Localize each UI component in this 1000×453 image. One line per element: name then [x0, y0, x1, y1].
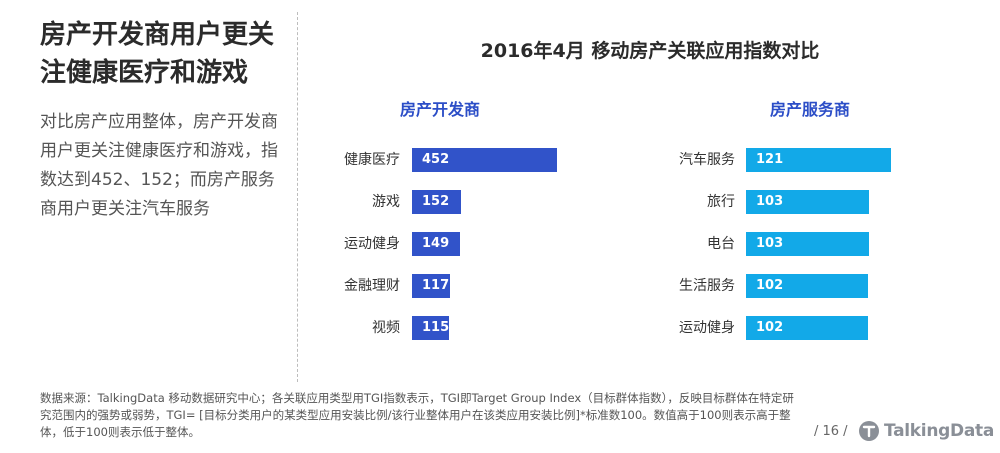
bar-value-label: 152	[422, 194, 450, 209]
group-title-service: 房产服务商	[769, 100, 850, 119]
bar-value-label: 103	[756, 236, 784, 251]
category-label: 游戏	[372, 194, 400, 210]
bar: 115	[412, 316, 449, 340]
footnote: 数据来源：TalkingData 移动数据研究中心；各关联应用类型用TGI指数表…	[40, 391, 794, 439]
category-label: 旅行	[707, 194, 735, 210]
page-title: 房产开发商用户更关注健康医疗和游戏	[40, 20, 275, 88]
bar-value-label: 115	[422, 320, 450, 335]
category-label: 健康医疗	[344, 152, 400, 168]
bar: 102	[746, 274, 868, 298]
bar-value-label: 117	[422, 278, 450, 293]
bar: 149	[412, 232, 460, 256]
bar-value-label: 452	[422, 152, 450, 167]
bar-value-label: 121	[756, 152, 784, 167]
bar-value-label: 102	[756, 320, 784, 335]
bar-value-label: 103	[756, 194, 784, 209]
category-label: 视频	[372, 320, 400, 336]
category-label: 金融理财	[344, 278, 400, 294]
bar: 452	[412, 148, 557, 172]
category-label: 生活服务	[679, 278, 735, 294]
divider	[297, 12, 298, 382]
category-label: 运动健身	[344, 236, 400, 252]
category-label: 汽车服务	[679, 152, 735, 168]
bar: 102	[746, 316, 868, 340]
category-label: 电台	[707, 236, 735, 252]
talkingdata-logo: TalkingData	[858, 418, 994, 444]
bar: 103	[746, 232, 869, 256]
group-title-developer: 房产开发商	[399, 100, 480, 119]
chart-title: 2016年4月 移动房产关联应用指数对比	[480, 40, 820, 62]
summary-text: 对比房产应用整体，房产开发商用户更关注健康医疗和游戏，指数达到452、152；而…	[40, 112, 278, 219]
bar-value-label: 102	[756, 278, 784, 293]
category-label: 运动健身	[679, 320, 735, 336]
bar: 121	[746, 148, 891, 172]
bar-value-label: 149	[422, 236, 450, 251]
page-number: / 16 /	[814, 424, 848, 439]
bar: 103	[746, 190, 869, 214]
bar: 152	[412, 190, 461, 214]
bar: 117	[412, 274, 450, 298]
logo-text: TalkingData	[884, 421, 994, 441]
logo-icon	[859, 421, 879, 441]
